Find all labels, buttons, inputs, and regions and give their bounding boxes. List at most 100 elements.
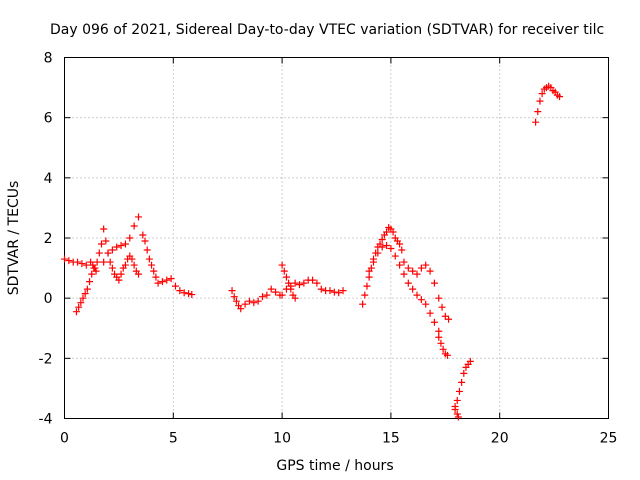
- data-point: [180, 289, 188, 297]
- data-point: [145, 255, 153, 263]
- data-point: [413, 270, 421, 278]
- series-seg7: [228, 285, 284, 313]
- data-point: [115, 276, 123, 284]
- data-point: [361, 291, 369, 299]
- data-point: [317, 285, 325, 293]
- data-point: [400, 270, 408, 278]
- data-point: [391, 252, 399, 260]
- series-seg12: [400, 258, 453, 323]
- data-point: [443, 351, 451, 359]
- data-point: [82, 261, 90, 269]
- y-tick-label: 8: [44, 51, 53, 67]
- data-point: [259, 293, 267, 301]
- data-point: [426, 309, 434, 317]
- data-point: [65, 257, 73, 265]
- data-point: [435, 333, 443, 341]
- series-seg13: [435, 333, 451, 359]
- data-point: [398, 246, 406, 254]
- data-point: [430, 279, 438, 287]
- series-seg5: [117, 252, 142, 278]
- data-point: [396, 240, 404, 248]
- data-point: [134, 213, 142, 221]
- data-point: [430, 318, 438, 326]
- data-point: [74, 258, 82, 266]
- data-point: [378, 243, 386, 251]
- data-point: [245, 297, 253, 305]
- data-point: [121, 261, 129, 269]
- data-point: [117, 242, 125, 250]
- y-tick-labels: -4 -2 0 2 4 6 8: [39, 51, 53, 428]
- data-points: [61, 82, 564, 421]
- data-point: [106, 258, 114, 266]
- x-tick-labels: 0 5 10 15 20 25: [60, 431, 617, 447]
- data-point: [422, 300, 430, 308]
- data-point: [438, 303, 446, 311]
- data-point: [417, 296, 425, 304]
- data-point: [93, 258, 101, 266]
- data-point: [404, 264, 412, 272]
- series-seg16: [532, 82, 564, 126]
- data-point: [263, 291, 271, 299]
- y-tick-label: -4: [39, 412, 53, 428]
- data-point: [100, 258, 108, 266]
- data-point: [291, 279, 299, 287]
- data-point: [282, 273, 290, 281]
- data-point: [287, 282, 295, 290]
- data-point: [117, 270, 125, 278]
- series-seg14: [451, 357, 474, 410]
- data-point: [126, 234, 134, 242]
- data-point: [75, 303, 83, 311]
- data-point: [272, 288, 280, 296]
- data-point: [92, 267, 100, 275]
- data-point: [130, 261, 138, 269]
- x-tick-label: 25: [600, 431, 618, 447]
- data-point: [389, 228, 397, 236]
- data-point: [532, 118, 540, 126]
- data-point: [435, 327, 443, 335]
- data-point: [237, 305, 245, 313]
- data-point: [454, 413, 462, 421]
- x-tick-label: 10: [273, 431, 291, 447]
- data-point: [241, 300, 249, 308]
- data-point: [458, 378, 466, 386]
- data-point: [188, 291, 196, 299]
- data-point: [95, 249, 103, 257]
- data-point: [86, 278, 94, 286]
- data-point: [538, 90, 546, 98]
- data-point: [339, 287, 347, 295]
- data-point: [278, 261, 286, 269]
- data-point: [296, 281, 304, 289]
- data-point: [152, 273, 160, 281]
- series-seg11: [365, 242, 443, 335]
- data-point: [534, 108, 542, 116]
- data-point: [404, 279, 412, 287]
- x-tick-label: 5: [169, 431, 178, 447]
- data-point: [77, 299, 85, 307]
- data-point: [91, 264, 99, 272]
- data-point: [536, 97, 544, 105]
- data-point: [171, 282, 179, 290]
- data-point: [134, 270, 142, 278]
- data-point: [83, 285, 91, 293]
- y-tick-label: 6: [44, 111, 53, 127]
- data-point: [453, 410, 461, 418]
- data-point: [88, 270, 96, 278]
- data-point: [409, 285, 417, 293]
- series-seg10: [359, 223, 406, 308]
- data-point: [426, 267, 434, 275]
- data-point: [282, 285, 290, 293]
- data-point: [466, 357, 474, 365]
- data-point: [363, 282, 371, 290]
- data-point: [374, 249, 382, 257]
- data-point: [154, 279, 162, 287]
- data-point: [121, 240, 129, 248]
- data-point: [409, 267, 417, 275]
- data-point: [335, 289, 343, 297]
- data-point: [113, 243, 121, 251]
- data-point: [309, 276, 317, 284]
- data-point: [167, 275, 175, 283]
- data-point: [378, 236, 386, 244]
- data-point: [422, 261, 430, 269]
- data-point: [300, 279, 308, 287]
- data-point: [139, 231, 147, 239]
